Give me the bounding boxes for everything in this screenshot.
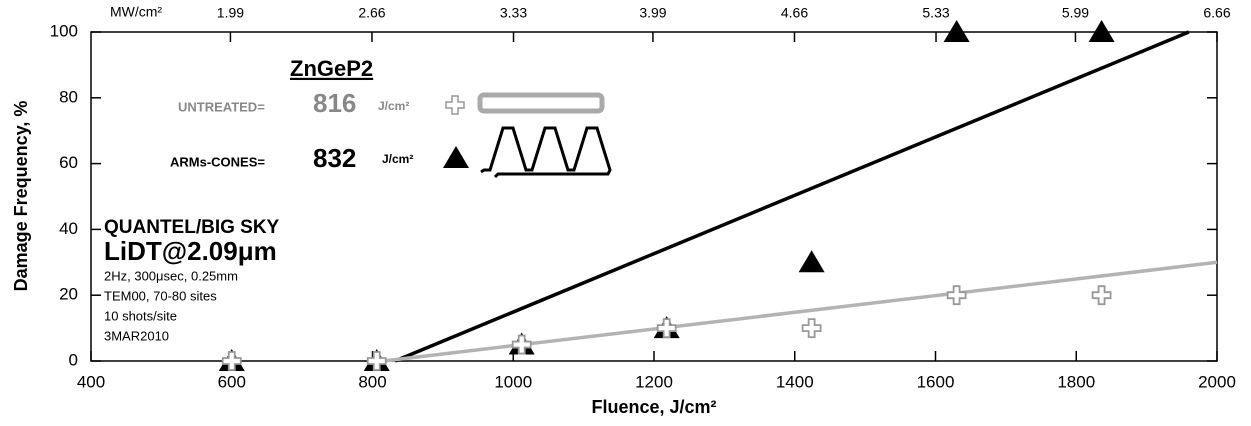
y-tick-label: 40: [59, 219, 78, 238]
x2-tick-label: 6.66: [1203, 5, 1230, 21]
x-tick-label: 600: [218, 372, 246, 391]
y-axis-label: Damage Frequency, %: [11, 101, 31, 292]
cross-marker: [801, 318, 822, 338]
y-tick-label: 80: [59, 87, 78, 106]
legend-triangle-icon: [443, 146, 469, 168]
annotation: TEM00, 70-80 sites: [104, 288, 217, 303]
y-tick-label: 0: [69, 350, 78, 369]
untreated-icon: [477, 92, 605, 114]
x2-axis-label: MW/cm²: [110, 4, 162, 20]
fit-line: [383, 260, 1218, 363]
annotation: QUANTEL/BIG SKY: [104, 217, 280, 238]
x-tick-label: 800: [358, 372, 386, 391]
x2-tick-label: 2.66: [358, 5, 385, 21]
x-tick-label: 1600: [917, 372, 955, 391]
triangle-marker: [798, 250, 825, 273]
legend-unit: J/cm²: [378, 99, 409, 113]
x2-tick-label: 1.99: [217, 5, 244, 21]
x2-tick-label: 4.66: [781, 5, 808, 21]
annotation: 10 shots/site: [104, 308, 177, 323]
y-tick-label: 100: [50, 21, 78, 40]
x-tick-label: 2000: [1198, 372, 1236, 391]
x-tick-label: 1000: [494, 372, 532, 391]
y-tick-label: 20: [59, 285, 78, 304]
annotation: 2Hz, 300μsec, 0.25mm: [104, 268, 238, 283]
cross-marker: [366, 351, 387, 371]
legend-threshold: 816: [313, 88, 356, 118]
legend-cross-icon: [445, 95, 465, 115]
cross-marker: [946, 285, 967, 306]
plot-frame: [90, 31, 1218, 362]
legend-label: ARMs-CONES=: [170, 154, 265, 169]
cones-icon: [480, 126, 612, 179]
legend-unit: J/cm²: [382, 152, 413, 166]
x-axis-label: Fluence, J/cm²: [591, 397, 716, 417]
x-tick-label: 400: [77, 372, 105, 391]
x2-tick-label: 5.99: [1062, 5, 1089, 21]
annotation: 3MAR2010: [104, 328, 169, 343]
x-tick-label: 1200: [635, 372, 673, 391]
x2-tick-label: 3.33: [500, 5, 527, 21]
cross-marker: [511, 334, 532, 355]
y-tick-label: 60: [59, 153, 78, 172]
fit-line: [394, 30, 1190, 363]
cross-marker: [1091, 285, 1112, 306]
cross-marker: [656, 318, 677, 338]
cross-marker: [221, 351, 242, 371]
x-tick-label: 1400: [776, 372, 814, 391]
legend-label: UNTREATED=: [178, 99, 265, 114]
legend-threshold: 832: [313, 143, 356, 173]
annotation: LiDT@2.09μm: [104, 236, 277, 266]
legend-title: ZnGeP2: [290, 56, 373, 81]
triangle-marker: [943, 20, 970, 42]
triangle-marker: [1088, 20, 1115, 42]
x2-tick-label: 3.99: [639, 5, 666, 21]
x-tick-label: 1800: [1057, 372, 1095, 391]
x2-tick-label: 5.33: [922, 5, 949, 21]
